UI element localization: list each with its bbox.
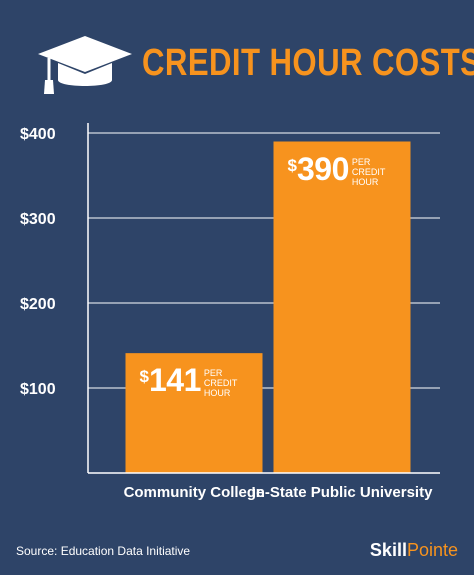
brand-part-skill: Skill [369,540,407,560]
currency-symbol: $ [139,367,149,387]
bar-value-label: $390 PER CREDIT HOUR [287,150,386,187]
brand-part-pointe: Pointe [406,540,458,560]
bar-value-label: $141 PER CREDIT HOUR [139,362,238,399]
chart-title: CREDIT HOUR COSTS [142,42,474,84]
y-tick-label: $200 [20,296,56,313]
source-note: Source: Education Data Initiative [16,544,191,558]
bar-chart: $100 $200 $300 $400 Community CollegeIn-Sta… [20,123,440,501]
y-tick-label: $100 [20,381,56,398]
x-category-label: In-State Public University [252,484,434,501]
value-number: 141 [148,362,201,399]
bar-public-university [273,141,411,473]
value-number: 390 [296,150,349,187]
y-tick-label: $300 [20,211,56,228]
x-category-label: Community College [124,484,265,501]
value-unit: PER CREDIT HOUR [203,368,238,399]
currency-symbol: $ [287,155,297,175]
bar-community-college [125,353,263,473]
graduation-cap-icon [38,36,132,94]
y-tick-label: $400 [20,126,56,143]
brand-logo: SkillPointe [370,540,458,561]
header: CREDIT HOUR COSTS [0,0,474,110]
value-unit: PER CREDIT HOUR [351,156,386,187]
